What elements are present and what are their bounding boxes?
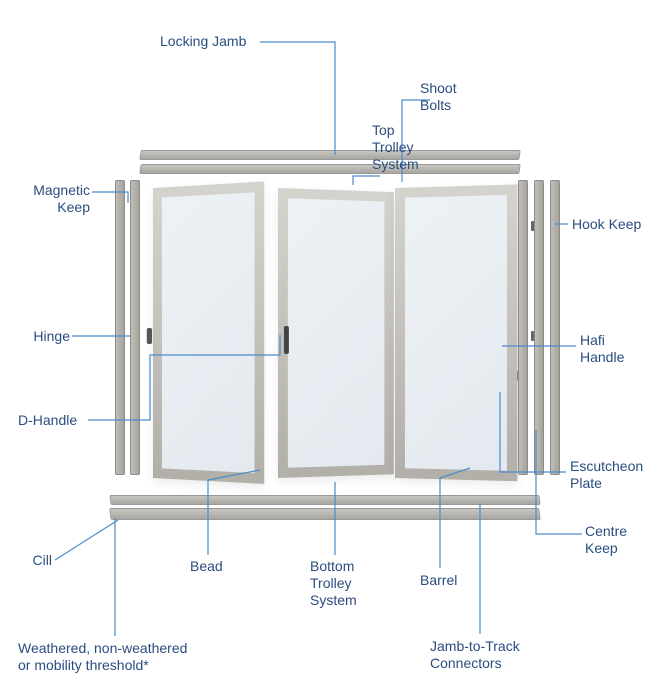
label-hinge: Hinge — [20, 328, 70, 345]
left-jamb-outer — [115, 180, 125, 475]
left-jamb-inner — [130, 180, 140, 475]
d-handle-icon — [284, 326, 289, 354]
door-panel-2 — [278, 188, 394, 478]
label-hook-keep: Hook Keep — [572, 216, 641, 233]
right-jamb-2 — [534, 180, 544, 475]
door-panel-3 — [395, 184, 517, 481]
label-weathered: Weathered, non-weathered or mobility thr… — [18, 640, 187, 674]
bottom-track — [109, 495, 540, 505]
label-magnetic-keep: Magnetic Keep — [20, 182, 90, 216]
label-bottom-trolley: Bottom Trolley System — [310, 558, 357, 608]
label-top-trolley: Top Trolley System — [372, 122, 419, 172]
label-cill: Cill — [20, 552, 52, 569]
top-track-inner — [139, 164, 520, 174]
label-hafi-handle: Hafi Handle — [580, 332, 624, 366]
label-locking-jamb: Locking Jamb — [160, 33, 246, 50]
label-escutcheon: Escutcheon Plate — [570, 458, 643, 492]
label-bead: Bead — [190, 558, 223, 575]
label-centre-keep: Centre Keep — [585, 523, 627, 557]
right-jamb-1 — [518, 180, 528, 475]
label-shoot-bolts: Shoot Bolts — [420, 80, 457, 114]
door-illustration — [120, 150, 550, 530]
label-jamb-to-track: Jamb-to-Track Connectors — [430, 638, 520, 672]
label-d-handle: D-Handle — [18, 412, 77, 429]
hinge-icon — [147, 328, 152, 344]
top-track — [139, 150, 520, 160]
cill-track — [109, 508, 540, 520]
right-jamb-3 — [550, 180, 560, 475]
door-panel-1 — [153, 181, 264, 483]
label-barrel: Barrel — [420, 572, 457, 589]
